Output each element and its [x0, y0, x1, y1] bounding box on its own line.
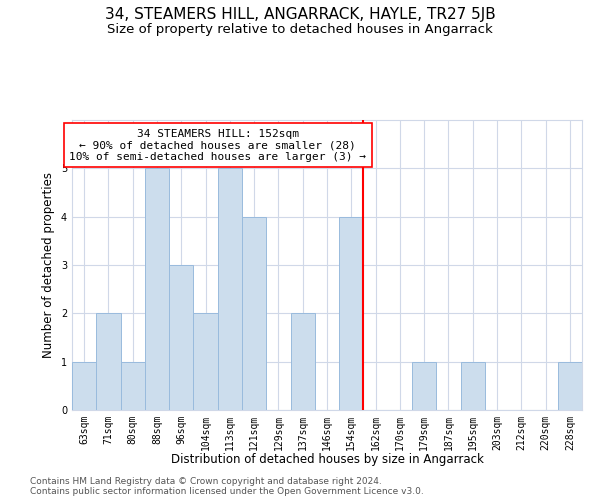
Text: Contains public sector information licensed under the Open Government Licence v3: Contains public sector information licen…: [30, 488, 424, 496]
Text: Distribution of detached houses by size in Angarrack: Distribution of detached houses by size …: [170, 452, 484, 466]
Text: 34 STEAMERS HILL: 152sqm
← 90% of detached houses are smaller (28)
10% of semi-d: 34 STEAMERS HILL: 152sqm ← 90% of detach…: [69, 128, 366, 162]
Text: 34, STEAMERS HILL, ANGARRACK, HAYLE, TR27 5JB: 34, STEAMERS HILL, ANGARRACK, HAYLE, TR2…: [104, 8, 496, 22]
Bar: [290, 314, 315, 410]
Bar: [193, 314, 218, 410]
Text: Contains HM Land Registry data © Crown copyright and database right 2024.: Contains HM Land Registry data © Crown c…: [30, 478, 382, 486]
Bar: [72, 362, 96, 410]
Bar: [96, 314, 121, 410]
Bar: [339, 216, 364, 410]
Bar: [121, 362, 145, 410]
Bar: [169, 265, 193, 410]
Bar: [145, 168, 169, 410]
Bar: [412, 362, 436, 410]
Bar: [218, 168, 242, 410]
Text: Size of property relative to detached houses in Angarrack: Size of property relative to detached ho…: [107, 22, 493, 36]
Bar: [461, 362, 485, 410]
Bar: [558, 362, 582, 410]
Y-axis label: Number of detached properties: Number of detached properties: [43, 172, 55, 358]
Bar: [242, 216, 266, 410]
